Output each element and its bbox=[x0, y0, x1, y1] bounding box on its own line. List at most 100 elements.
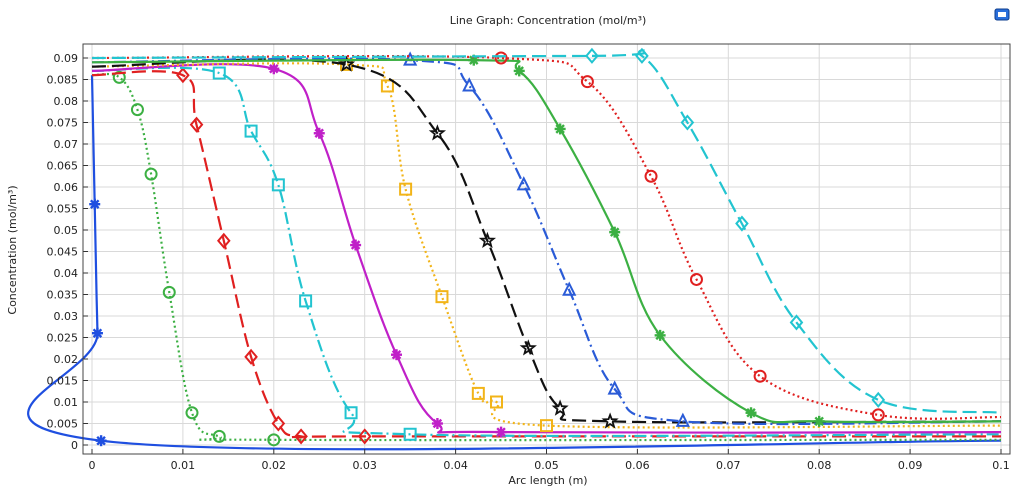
data-point bbox=[607, 380, 622, 395]
data-point-stroke bbox=[746, 408, 756, 418]
data-point bbox=[299, 294, 313, 308]
y-tick-label: 0.02 bbox=[54, 353, 79, 366]
data-point-stroke bbox=[89, 199, 100, 209]
series-4 bbox=[91, 66, 1002, 441]
y-tick-label: 0.035 bbox=[47, 289, 79, 302]
data-point bbox=[431, 418, 443, 429]
data-point bbox=[871, 408, 885, 422]
data-point bbox=[391, 349, 403, 361]
x-tick-label: 0.04 bbox=[443, 459, 468, 472]
data-point bbox=[271, 178, 285, 192]
data-point bbox=[403, 427, 417, 441]
data-point bbox=[162, 285, 176, 299]
plot-frame bbox=[82, 43, 1011, 455]
data-point-stroke bbox=[555, 124, 565, 134]
y-tick-label: 0 bbox=[71, 439, 78, 452]
series-line bbox=[91, 62, 1002, 429]
x-tick-label: 0.06 bbox=[625, 459, 650, 472]
axes: 0 0.01 0.02 0.03 0.04 0.05 0.06 0.07 0.08 0.09 0.1… bbox=[47, 43, 1011, 472]
data-point bbox=[635, 47, 649, 64]
data-point-stroke bbox=[432, 418, 443, 429]
x-tick-label: 0.05 bbox=[534, 459, 559, 472]
data-point-stroke bbox=[96, 435, 106, 446]
x-tick-label: 0.07 bbox=[716, 459, 741, 472]
data-point bbox=[513, 65, 525, 77]
data-point bbox=[680, 114, 695, 131]
data-point bbox=[478, 231, 497, 249]
export-icon[interactable] bbox=[994, 8, 1010, 21]
data-point bbox=[350, 239, 362, 251]
data-point bbox=[516, 176, 531, 191]
data-point bbox=[490, 395, 504, 409]
y-tick-label: 0.05 bbox=[54, 224, 79, 237]
series-9 bbox=[91, 54, 1002, 427]
y-tick-label: 0.085 bbox=[47, 74, 79, 87]
y-tick-label: 0.07 bbox=[54, 138, 79, 151]
series-line bbox=[91, 54, 1002, 420]
data-point bbox=[267, 433, 281, 447]
x-tick-label: 0.08 bbox=[807, 459, 832, 472]
data-point bbox=[554, 123, 566, 135]
data-point bbox=[112, 70, 126, 84]
data-point bbox=[813, 415, 825, 427]
data-point bbox=[344, 406, 358, 420]
data-point bbox=[675, 412, 690, 427]
x-tick-label: 0.03 bbox=[352, 459, 377, 472]
data-point bbox=[144, 167, 158, 181]
series-2 bbox=[91, 70, 1002, 447]
data-point bbox=[244, 124, 258, 138]
x-axis-title: Arc length (m) bbox=[508, 474, 587, 487]
y-tick-label: 0.03 bbox=[54, 310, 79, 323]
data-point bbox=[609, 226, 621, 238]
y-tick-label: 0.005 bbox=[47, 418, 79, 431]
data-point-stroke bbox=[391, 349, 402, 360]
data-point-stroke bbox=[496, 427, 506, 437]
x-tick-label: 0.1 bbox=[992, 459, 1010, 472]
data-point bbox=[551, 399, 569, 416]
series-line bbox=[91, 66, 1002, 438]
data-point bbox=[654, 329, 666, 341]
y-tick-label: 0.055 bbox=[47, 203, 79, 216]
data-point bbox=[789, 314, 804, 331]
data-point bbox=[212, 429, 226, 443]
data-point bbox=[745, 407, 757, 419]
data-point-stroke bbox=[314, 128, 324, 138]
data-point bbox=[562, 281, 577, 296]
x-tick-label: 0.09 bbox=[898, 459, 923, 472]
data-point bbox=[313, 127, 325, 139]
data-point bbox=[871, 391, 886, 408]
series-line bbox=[91, 58, 1002, 424]
data-point bbox=[294, 428, 308, 445]
data-point bbox=[91, 327, 103, 339]
data-point bbox=[380, 79, 394, 93]
series-layer bbox=[27, 47, 1002, 451]
data-point bbox=[428, 124, 447, 141]
data-point bbox=[244, 348, 258, 365]
series-1 bbox=[27, 75, 1002, 451]
data-point bbox=[580, 75, 594, 89]
series-line bbox=[91, 49, 1002, 414]
y-tick-label: 0.08 bbox=[54, 95, 79, 108]
data-point bbox=[185, 406, 199, 420]
data-point bbox=[337, 55, 356, 72]
data-point bbox=[216, 232, 231, 249]
data-point bbox=[494, 51, 508, 65]
y-tick-label: 0.065 bbox=[47, 160, 79, 173]
chart-title: Line Graph: Concentration (mol/m³) bbox=[450, 14, 647, 27]
data-point bbox=[519, 339, 537, 356]
y-tick-label: 0.01 bbox=[54, 396, 79, 409]
data-point-stroke bbox=[350, 240, 361, 250]
series-5 bbox=[91, 63, 1002, 438]
data-point bbox=[753, 369, 767, 383]
data-point-stroke bbox=[269, 64, 279, 74]
data-point-stroke bbox=[609, 227, 620, 237]
y-axis-title: Concentration (mol/m³) bbox=[6, 185, 19, 314]
y-tick-label: 0.04 bbox=[54, 267, 79, 280]
data-point bbox=[212, 66, 226, 80]
data-point bbox=[585, 47, 599, 64]
series-11 bbox=[91, 47, 1002, 414]
data-point bbox=[189, 116, 204, 133]
series-line bbox=[91, 72, 1002, 442]
x-tick-label: 0 bbox=[89, 459, 96, 472]
